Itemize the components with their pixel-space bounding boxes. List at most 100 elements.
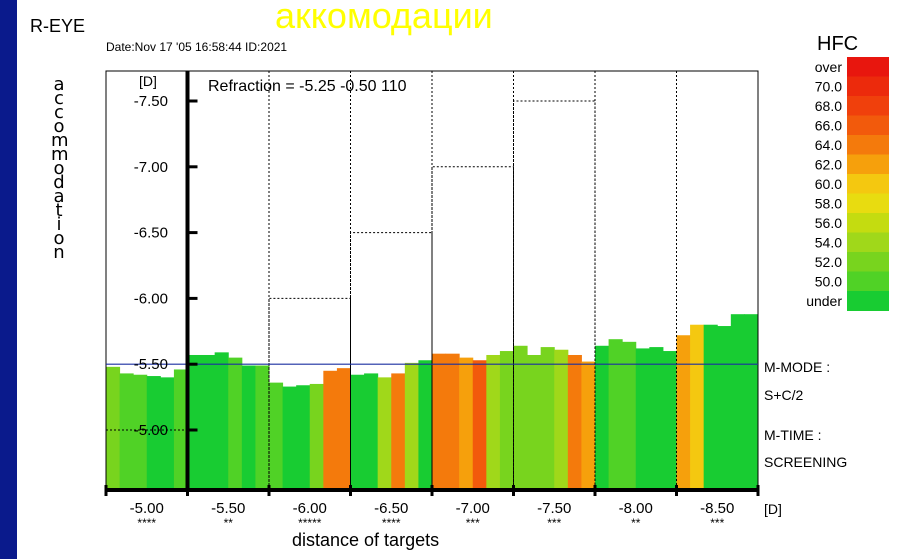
y-tick-label: -6.00 — [134, 290, 168, 307]
page-title: аккомодации — [275, 0, 493, 36]
x-tick-stars: **** — [382, 516, 401, 530]
legend-swatch — [847, 174, 889, 194]
legend-label: 58.0 — [815, 196, 842, 212]
y-axis-title-letter: c — [54, 88, 64, 109]
bar — [540, 347, 555, 490]
legend-label: 56.0 — [815, 215, 842, 231]
y-tick-label: -7.00 — [134, 159, 168, 176]
bar — [567, 354, 582, 490]
bar — [201, 354, 216, 490]
bar — [377, 377, 392, 490]
time-value: SCREENING — [764, 454, 848, 470]
y-tick-label: -7.50 — [134, 93, 168, 110]
x-tick-label: -7.50 — [537, 500, 571, 517]
bar — [255, 365, 270, 490]
bar — [472, 360, 487, 490]
legend-label: 60.0 — [815, 176, 842, 192]
bar — [703, 324, 718, 490]
bar — [146, 376, 161, 490]
y-axis-title-letter: i — [56, 214, 62, 235]
legend-swatch — [847, 135, 889, 155]
bar — [690, 324, 705, 490]
x-axis-title: distance of targets — [292, 530, 440, 550]
y-tick-label: -5.50 — [134, 356, 168, 373]
bar — [404, 362, 419, 490]
y-tick-label: -6.50 — [134, 225, 168, 242]
bar — [418, 360, 433, 490]
bar — [744, 314, 759, 490]
bar — [730, 314, 745, 490]
legend-label: over — [815, 59, 843, 75]
x-tick-label: -8.00 — [619, 500, 653, 517]
y-axis-title-letter: m — [51, 130, 69, 151]
y-axis-title-letter: o — [53, 158, 65, 179]
x-tick-stars: *** — [710, 516, 724, 530]
legend-label: 70.0 — [815, 79, 842, 95]
eye-label: R-EYE — [30, 16, 86, 36]
legend-swatch — [847, 57, 889, 77]
bar — [459, 357, 474, 490]
bar — [296, 385, 311, 490]
legend-title: HFC — [817, 33, 859, 55]
bar — [676, 335, 691, 490]
bar — [581, 361, 596, 490]
bar — [662, 351, 677, 490]
bar — [364, 373, 379, 490]
legend-swatch — [847, 213, 889, 233]
bar — [554, 349, 569, 490]
bar — [160, 377, 175, 490]
bar — [635, 348, 650, 490]
bar — [527, 354, 542, 490]
x-tick-stars: *** — [547, 516, 561, 530]
time-label: M-TIME : — [764, 427, 822, 443]
x-tick-label: -7.00 — [456, 500, 490, 517]
target-step-line — [268, 100, 596, 490]
legend-swatch — [847, 193, 889, 214]
legend-swatch — [847, 96, 889, 116]
legend-swatch — [847, 115, 889, 136]
x-tick-label: -6.00 — [293, 500, 327, 517]
y-axis-title-letter: c — [54, 102, 64, 123]
x-tick-label: -5.00 — [130, 500, 164, 517]
legend-swatch — [847, 291, 889, 311]
x-tick-label: -6.50 — [374, 500, 408, 517]
legend-label: 52.0 — [815, 254, 842, 270]
bar — [350, 374, 365, 490]
bar — [499, 351, 514, 490]
mode-value: S+C/2 — [764, 387, 804, 403]
x-tick-stars: **** — [137, 516, 156, 530]
legend-swatch — [847, 271, 889, 292]
bar — [513, 345, 528, 490]
legend-swatch — [847, 154, 889, 175]
legend-label: 50.0 — [815, 274, 842, 290]
y-axis-title-letter: n — [53, 242, 65, 263]
legend-swatch — [847, 232, 889, 253]
legend-label: 64.0 — [815, 137, 842, 153]
date-line: Date:Nov 17 '05 16:58:44 ID:2021 — [106, 40, 288, 54]
x-tick-stars: ** — [224, 516, 234, 530]
bar — [282, 386, 297, 490]
x-tick-label: -8.50 — [700, 500, 734, 517]
bar — [649, 347, 664, 490]
mode-label: M-MODE : — [764, 359, 831, 375]
bar — [622, 341, 637, 490]
bar — [336, 368, 351, 490]
legend-label: 68.0 — [815, 98, 842, 114]
x-tick-stars: ***** — [298, 516, 322, 530]
bar — [323, 370, 338, 490]
legend-swatch — [847, 252, 889, 272]
y-unit-label: [D] — [139, 73, 157, 89]
x-unit-label: [D] — [764, 501, 782, 517]
x-tick-stars: *** — [466, 516, 480, 530]
legend-label: 62.0 — [815, 157, 842, 173]
y-axis-title-letter: o — [53, 116, 65, 137]
y-tick-label: -5.00 — [134, 422, 168, 439]
y-axis-title-letter: a — [53, 186, 65, 207]
bar — [717, 326, 732, 490]
y-axis-title-letter: o — [53, 228, 65, 249]
bar — [269, 382, 284, 490]
y-axis-title-letter: d — [53, 172, 65, 193]
refraction-text: Refraction = -5.25 -0.50 110 — [208, 78, 407, 95]
